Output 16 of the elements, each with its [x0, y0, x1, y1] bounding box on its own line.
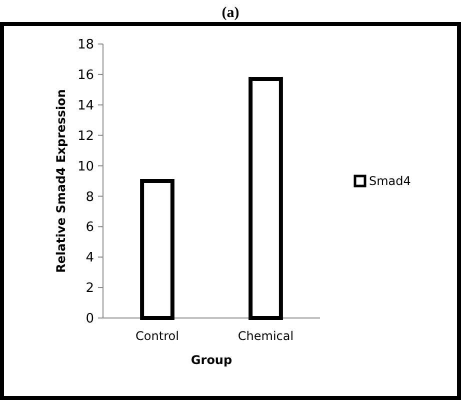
y-tick-label: 8 [86, 190, 94, 205]
y-axis-title: Relative Smad4 Expression [54, 89, 68, 273]
y-tick-label: 4 [86, 250, 94, 266]
y-tick-label: 2 [86, 281, 94, 296]
x-tick-label: Chemical [238, 329, 294, 343]
y-tick-label: 14 [77, 98, 94, 114]
x-tick-label: Control [136, 329, 179, 343]
y-tick-label: 18 [77, 38, 94, 53]
y-tick-label: 6 [86, 220, 94, 236]
x-axis-title: Group [190, 353, 232, 367]
chart-title: (a) [222, 5, 240, 21]
legend-label: Smad4 [369, 174, 411, 188]
y-tick-label: 10 [77, 159, 94, 174]
y-tick-label: 16 [77, 68, 94, 83]
y-tick-label: 0 [86, 312, 94, 327]
y-tick-label: 12 [77, 128, 94, 144]
